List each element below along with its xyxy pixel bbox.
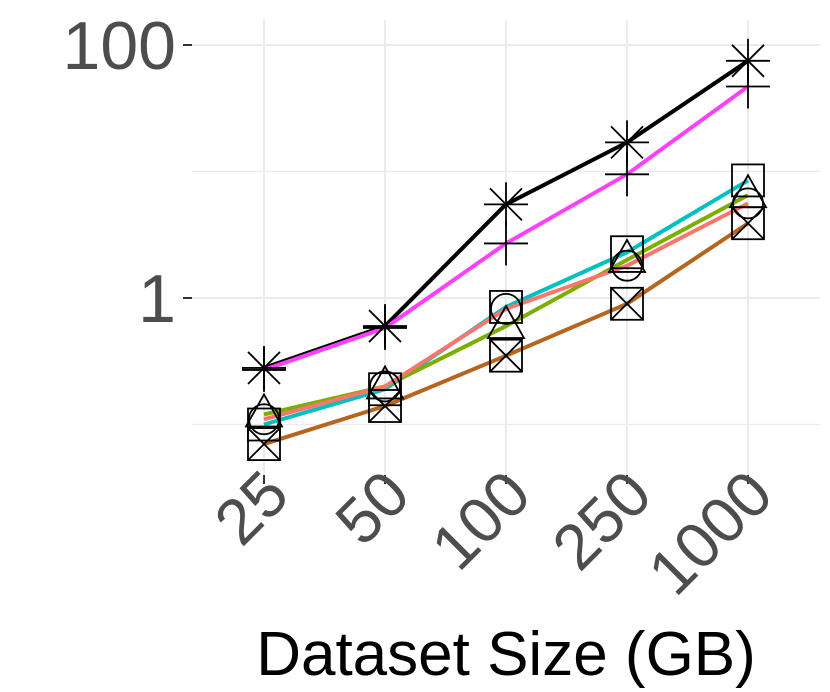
data-point (731, 163, 765, 198)
data-point (247, 427, 281, 461)
series-markers (248, 187, 764, 436)
marker-stroke (610, 125, 644, 159)
data-point (489, 290, 523, 324)
x-tick-label: 1000 (634, 457, 786, 609)
data-point (490, 293, 522, 325)
marker-shape (248, 403, 280, 436)
data-point (484, 182, 528, 227)
y-tick-label: 1 (138, 261, 176, 337)
marker-shape (490, 293, 522, 325)
data-point (363, 305, 407, 350)
marker-shape (611, 249, 643, 282)
data-point (732, 187, 764, 220)
marker-stroke (731, 44, 765, 78)
marker-stroke (489, 187, 523, 221)
y-tick-label: 100 (63, 8, 176, 84)
series-layer (242, 38, 770, 461)
series-line (263, 201, 749, 422)
marker-shape (247, 427, 281, 461)
marker-shape (610, 235, 644, 270)
marker-shape (731, 206, 765, 241)
x-axis-title: Dataset Size (GB) (256, 620, 756, 689)
data-point (605, 152, 649, 197)
data-point (610, 235, 644, 270)
data-point (607, 238, 647, 273)
data-point (726, 64, 770, 109)
data-point (610, 286, 644, 321)
data-point (484, 221, 528, 266)
data-point (244, 392, 284, 428)
marker-shape (732, 187, 764, 220)
data-point (248, 403, 280, 436)
data-point (486, 304, 526, 339)
marker-stroke (610, 287, 644, 321)
grid (192, 20, 820, 475)
marker-shape (244, 392, 284, 428)
series (263, 201, 749, 422)
marker-shape (489, 338, 523, 373)
x-tick-label: 25 (201, 457, 302, 558)
x-tick-label: 100 (417, 457, 543, 583)
marker-shape (610, 286, 644, 321)
data-point (368, 389, 402, 423)
marker-stroke (368, 389, 402, 423)
marker-shape (369, 370, 401, 403)
marker-shape (368, 389, 402, 423)
marker-stroke (489, 339, 523, 373)
marker-shape (365, 364, 405, 400)
data-point (731, 206, 765, 241)
x-tick-label: 50 (322, 457, 423, 558)
marker-stroke (247, 427, 281, 461)
marker-shape (607, 238, 647, 273)
series-markers (247, 206, 765, 461)
y-axis: 1 100 (63, 8, 192, 337)
data-point (365, 364, 405, 400)
marker-shape (486, 304, 526, 339)
data-point (242, 347, 286, 392)
data-point (611, 249, 643, 282)
data-point (369, 370, 401, 403)
data-point (489, 338, 523, 373)
series-markers (242, 64, 770, 392)
marker-shape (489, 290, 523, 324)
marker-stroke (731, 206, 765, 240)
marker-shape (731, 163, 765, 198)
